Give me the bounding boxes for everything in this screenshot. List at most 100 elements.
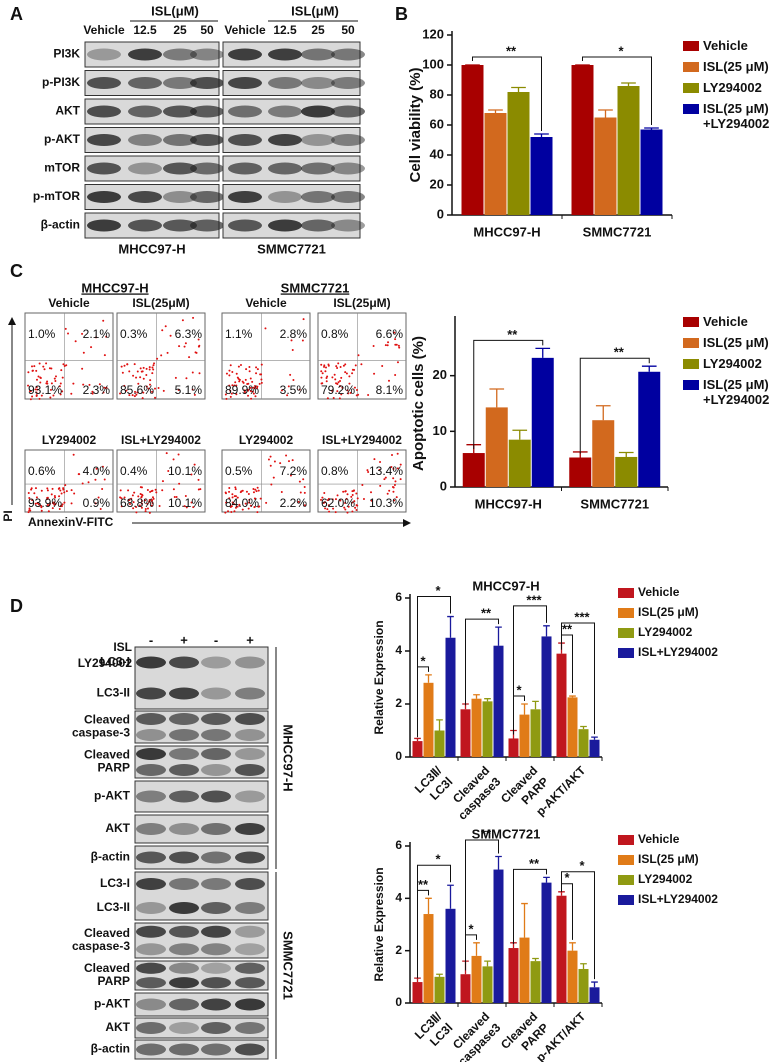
flow-event: [349, 391, 352, 394]
flow-event: [138, 504, 141, 507]
panel-label: B: [395, 4, 408, 24]
blot-band: [235, 687, 265, 700]
flow-event: [340, 376, 343, 379]
flow-event: [342, 364, 345, 367]
flow-event: [73, 492, 76, 495]
quadrant-percent: 13.4%: [369, 464, 403, 478]
flow-event: [29, 398, 32, 401]
flow-event: [191, 371, 194, 374]
flow-event: [133, 491, 136, 494]
bar: [640, 129, 663, 215]
flow-event: [132, 501, 135, 504]
flow-event: [351, 501, 354, 504]
lane-label: Vehicle: [83, 23, 125, 37]
flow-event: [289, 373, 292, 376]
flow-event: [334, 511, 337, 514]
row-label: LC3-II: [97, 900, 130, 914]
blot-band: [235, 1043, 265, 1056]
blot-band: [169, 687, 199, 700]
legend-label: ISL(25 μM): [703, 59, 769, 74]
bar: [434, 976, 445, 1003]
flow-event: [286, 394, 289, 397]
flow-event: [247, 507, 250, 510]
significance-label: **: [481, 606, 492, 621]
legend-swatch: [618, 628, 634, 638]
significance-bracket: [513, 868, 547, 945]
flow-event: [140, 493, 143, 496]
flow-event: [94, 478, 97, 481]
flow-event: [155, 491, 158, 494]
flow-event: [229, 395, 232, 398]
blot-band: [268, 134, 302, 146]
flow-event: [131, 494, 134, 497]
flow-event: [334, 378, 337, 381]
flow-event: [248, 365, 251, 368]
blot-band: [268, 48, 302, 61]
flow-event: [166, 351, 169, 354]
flow-event: [394, 374, 397, 377]
bar: [578, 729, 589, 757]
flow-event: [247, 389, 250, 392]
y-tick-label: 100: [422, 56, 444, 71]
blot-band: [163, 219, 197, 232]
blot-band: [169, 962, 199, 974]
flow-event: [320, 498, 323, 501]
quadrant-percent: 0.8%: [321, 464, 349, 478]
flow-event: [151, 502, 154, 505]
blot-band: [163, 162, 197, 175]
flow-event: [81, 367, 84, 370]
flow-event: [99, 508, 102, 511]
flow-frame: [221, 449, 311, 513]
flow-event: [354, 364, 357, 367]
bar: [412, 982, 423, 1003]
flow-event: [352, 489, 355, 492]
y-tick-label: 2: [395, 943, 402, 957]
blot-band: [235, 878, 265, 890]
flow-event: [231, 371, 234, 374]
lane-label: 50: [200, 23, 214, 37]
flow-event: [370, 491, 373, 494]
bar: [530, 961, 541, 1003]
flow-event: [326, 397, 329, 400]
quadrant-percent: 84.0%: [225, 496, 259, 510]
flow-title: ISL(25μM): [132, 296, 189, 310]
treatment-sign: -: [214, 632, 218, 647]
flow-event: [51, 507, 54, 510]
flow-event: [234, 488, 237, 491]
legend-entry: LY294002: [703, 356, 762, 371]
flow-event: [27, 491, 30, 494]
flow-event: [197, 478, 200, 481]
flow-event: [94, 502, 97, 505]
blot-band: [331, 48, 365, 61]
flow-event: [392, 477, 395, 480]
blot-band: [136, 851, 166, 864]
bar: [482, 966, 493, 1003]
quadrant-percent: 2.1%: [83, 327, 111, 341]
bar: [445, 908, 456, 1003]
bar: [493, 869, 504, 1003]
flow-event: [378, 468, 381, 471]
legend-label: ISL(25 μM) +LY294002: [703, 377, 770, 407]
flow-event: [249, 504, 252, 507]
flow-event: [148, 511, 151, 514]
blot-band: [169, 851, 199, 864]
flow-event: [297, 500, 300, 503]
flow-event: [36, 502, 39, 505]
legend-swatch: [683, 317, 699, 327]
significance-bracket: [582, 56, 652, 125]
y-tick-label: 6: [395, 838, 402, 852]
cell-line-label: SMMC7721: [281, 931, 296, 1000]
blot-band: [136, 998, 166, 1011]
significance-bracket: [417, 864, 451, 979]
blot-band: [128, 219, 162, 232]
bar: [471, 698, 482, 757]
flow-event: [132, 374, 135, 377]
blot-band: [169, 823, 199, 835]
flow-event: [227, 510, 230, 513]
row-label: p-mTOR: [33, 189, 80, 203]
error-bar: [534, 133, 549, 137]
x-tick-label: MHCC97-H: [475, 496, 542, 511]
y-tick-label: 10: [433, 423, 447, 438]
bar: [493, 645, 504, 757]
blot-band: [268, 162, 302, 175]
